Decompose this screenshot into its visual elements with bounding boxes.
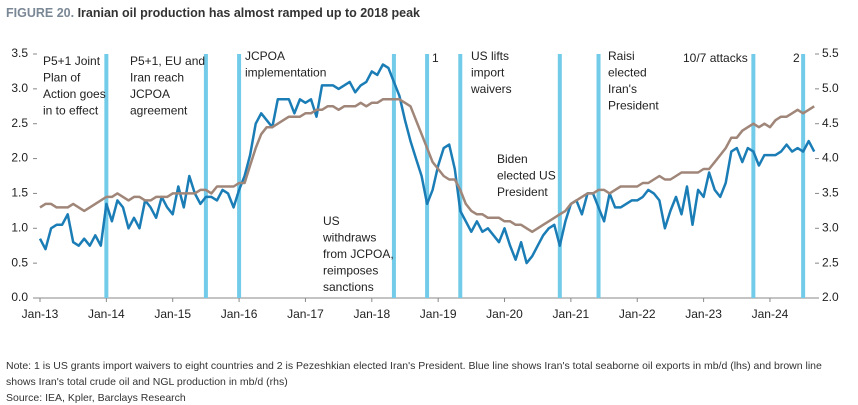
y-tick-label: 2.0: [11, 151, 28, 165]
y2-tick-label: 3.5: [822, 186, 839, 200]
event-label: 1: [432, 51, 439, 65]
event-label: Iran's: [608, 82, 637, 96]
event-label: 10/7 attacks: [683, 51, 748, 65]
y2-tick-label: 5.5: [822, 46, 839, 60]
x-tick-label: Jan-17: [287, 307, 324, 321]
x-tick-label: Jan-15: [154, 307, 191, 321]
event-label: Raisi: [608, 49, 635, 63]
x-tick-label: Jan-24: [752, 307, 789, 321]
y-tick-label: 1.5: [11, 186, 28, 200]
event-label: elected US: [497, 169, 556, 183]
event-label: JCPOA: [245, 49, 285, 63]
series-line: [39, 98, 815, 234]
event-label: waivers: [470, 82, 512, 96]
y2-tick-label: 4.0: [822, 151, 839, 165]
event-label: President: [608, 99, 659, 113]
y2-tick-label: 2.0: [822, 290, 839, 304]
note: Note: 1 is US grants import waivers to e…: [6, 360, 822, 388]
y-tick-label: 2.5: [11, 116, 28, 130]
event-label: reimposes: [323, 264, 378, 278]
y-tick-label: 3.0: [11, 81, 28, 95]
event-label: from JCPOA,: [323, 247, 394, 261]
x-tick-label: Jan-16: [221, 307, 258, 321]
event-label: JCPOA: [130, 87, 170, 101]
y2-tick-label: 2.5: [822, 255, 839, 269]
y2-tick-label: 5.0: [822, 81, 839, 95]
x-tick-label: Jan-23: [685, 307, 722, 321]
event-label: sanctions: [323, 280, 374, 294]
y-tick-label: 0.5: [11, 255, 28, 269]
chart-title: Iranian oil production has almost ramped…: [78, 6, 420, 20]
figure-label: FIGURE 20.: [6, 6, 74, 20]
event-label: 2: [793, 51, 800, 65]
x-tick-label: Jan-22: [619, 307, 656, 321]
event-label: Biden: [497, 152, 528, 166]
event-label: US: [323, 214, 340, 228]
x-tick-label: Jan-20: [486, 307, 523, 321]
event-label: US lifts: [471, 49, 509, 63]
y2-tick-label: 3.0: [822, 220, 839, 234]
event-label: President: [497, 185, 548, 199]
x-tick-label: Jan-19: [420, 307, 457, 321]
event-label: withdraws: [322, 231, 376, 245]
y-tick-label: 1.0: [11, 220, 28, 234]
event-label: Iran reach: [130, 71, 184, 85]
x-tick-label: Jan-21: [553, 307, 590, 321]
event-label: import: [471, 66, 505, 80]
event-label: in to effect: [43, 104, 99, 118]
y2-tick-label: 4.5: [822, 116, 839, 130]
x-tick-label: Jan-14: [88, 307, 125, 321]
chart-title-line: FIGURE 20. Iranian oil production has al…: [6, 6, 420, 20]
event-label: P5+1, EU and: [130, 54, 205, 68]
y-tick-label: 0.0: [11, 290, 28, 304]
event-label: implementation: [245, 66, 326, 80]
event-label: elected: [608, 66, 647, 80]
source: Source: IEA, Kpler, Barclays Research: [6, 392, 186, 404]
y-tick-label: 3.5: [11, 46, 28, 60]
series-line: [38, 63, 816, 265]
x-tick-label: Jan-13: [22, 307, 59, 321]
x-tick-label: Jan-18: [353, 307, 390, 321]
chart: FIGURE 20. Iranian oil production has al…: [6, 6, 839, 321]
event-label: agreement: [130, 104, 188, 118]
event-label: Plan of: [43, 71, 81, 85]
event-label: P5+1 Joint: [43, 54, 101, 68]
event-label: Action goes: [43, 87, 106, 101]
